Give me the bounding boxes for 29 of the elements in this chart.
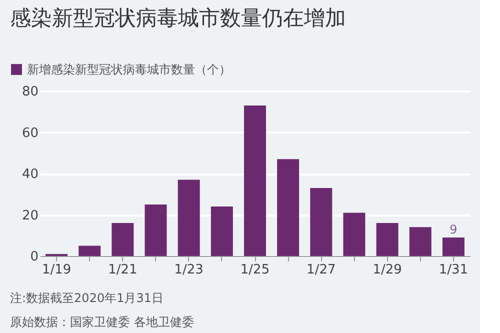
y-tick-label: 40 <box>22 167 38 182</box>
x-tick-label: 1/19 <box>42 262 72 278</box>
bar <box>78 246 101 256</box>
y-tick-label: 20 <box>22 208 38 224</box>
legend-label: 新增感染新型冠状病毒城市数量（个） <box>27 62 231 76</box>
bar <box>310 188 332 256</box>
bar <box>210 206 233 256</box>
bar <box>376 223 398 256</box>
x-tick-label: 1/25 <box>240 262 270 278</box>
x-tick-label: 1/29 <box>372 262 402 278</box>
y-tick-label: 0 <box>30 250 38 264</box>
bar <box>277 159 300 256</box>
data-label: 9 <box>450 222 458 236</box>
y-tick-label: 80 <box>22 84 38 100</box>
text: 原始数据：国家卫健委 各地卫健委 <box>10 315 194 329</box>
chart-title: 感染新型冠状病毒城市数量仍在增加 <box>10 6 346 30</box>
bar <box>409 227 432 256</box>
bar <box>244 105 266 256</box>
bar <box>112 223 134 256</box>
text: 注:数据截至2020年1月31日 <box>10 291 164 305</box>
y-tick-label: 60 <box>22 126 38 141</box>
x-tick-label: 1/27 <box>306 262 336 278</box>
bar <box>144 204 167 256</box>
bar <box>178 180 200 256</box>
bar <box>343 212 366 256</box>
x-tick-label: 1/21 <box>108 262 138 278</box>
x-tick-label: 1/31 <box>438 262 468 278</box>
bar <box>442 237 464 256</box>
x-tick-label: 1/23 <box>174 262 204 278</box>
